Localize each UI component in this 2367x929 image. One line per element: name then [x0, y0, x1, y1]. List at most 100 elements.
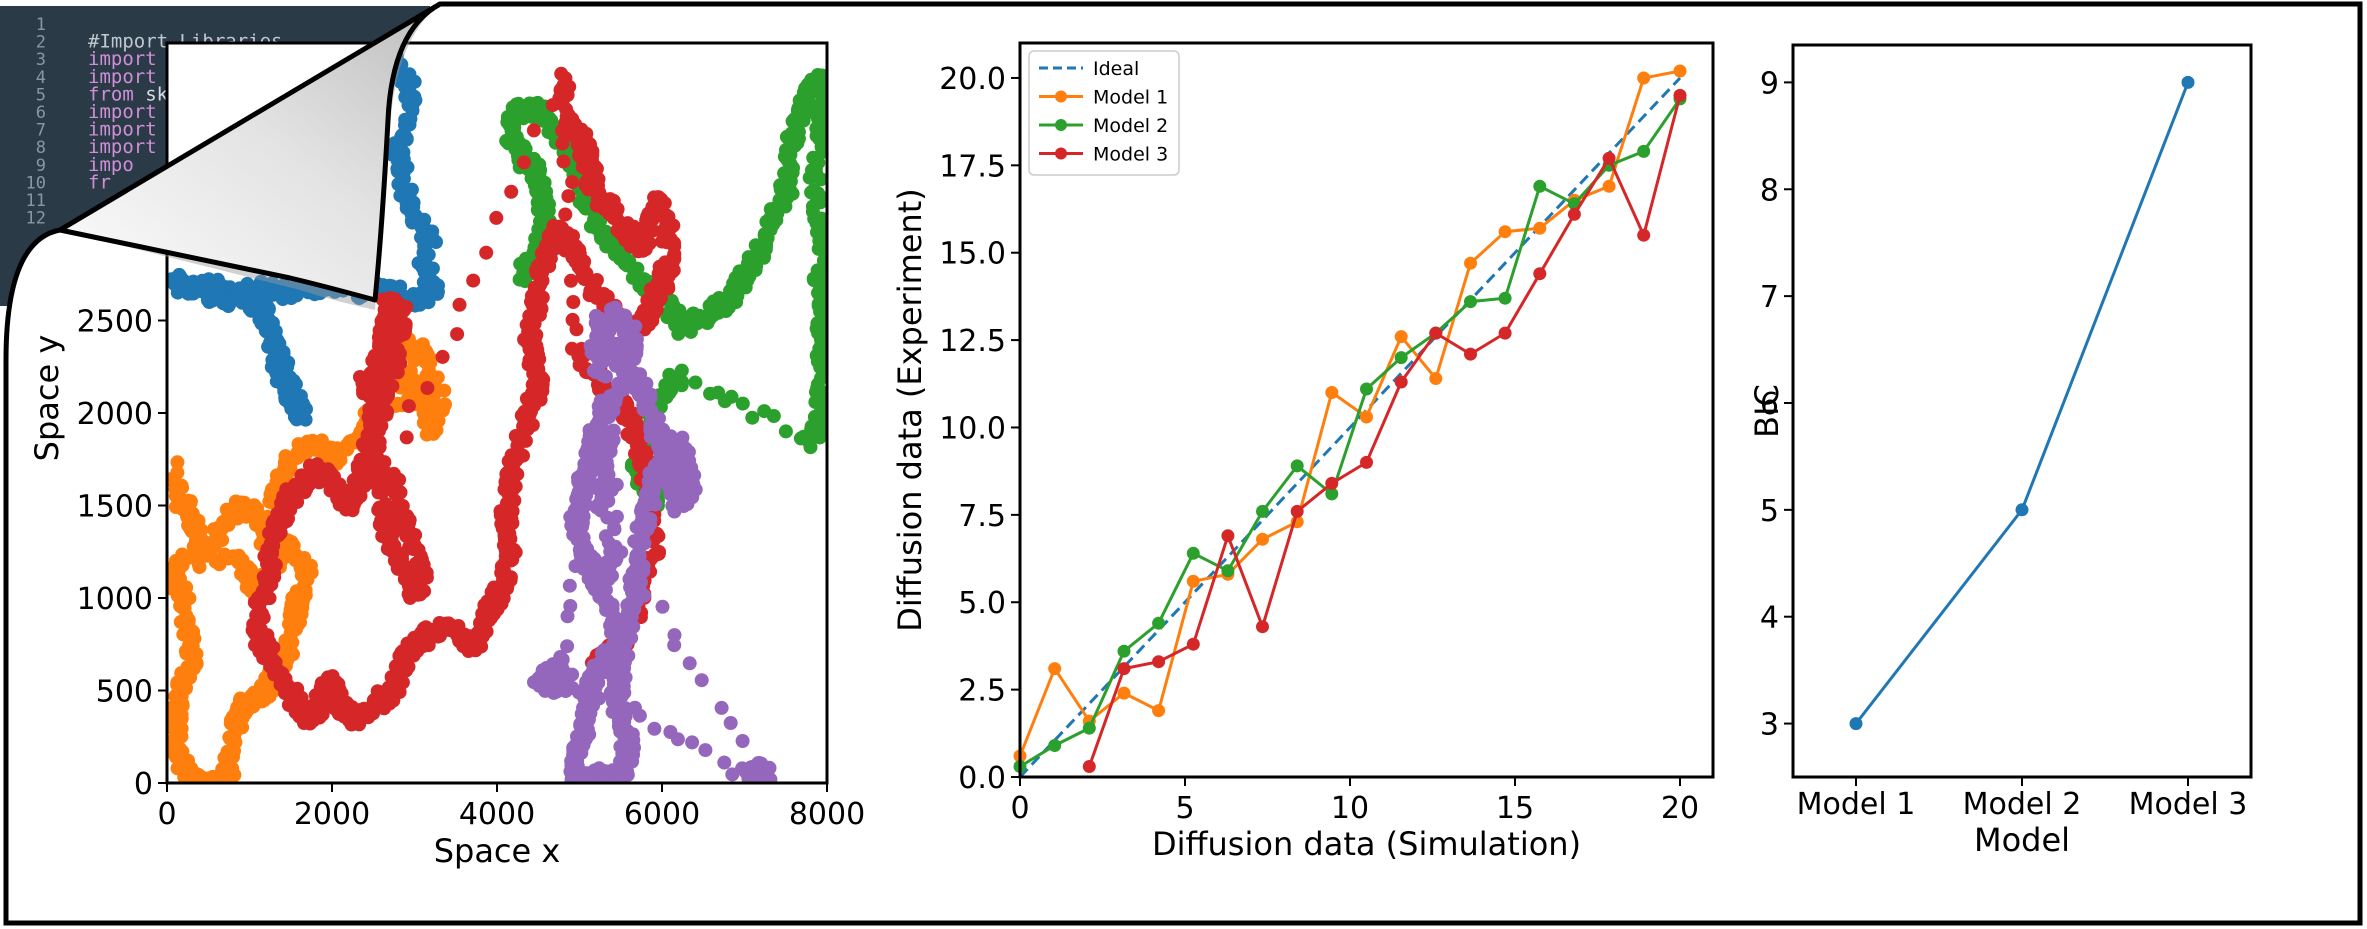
trajectory-point	[284, 545, 299, 560]
trajectory-point	[418, 566, 433, 581]
plot-frame	[1018, 41, 1715, 779]
trajectory-point	[555, 123, 570, 138]
trajectory-point	[589, 365, 604, 379]
series-point	[1186, 574, 1200, 588]
series-point	[1533, 179, 1547, 193]
trajectory-point	[390, 561, 405, 576]
trajectory-point	[479, 245, 494, 260]
trajectory-point	[401, 399, 416, 414]
trajectory-point	[637, 588, 652, 603]
trajectory-point	[628, 565, 642, 580]
series-point	[1325, 476, 1339, 490]
trajectory-point	[597, 471, 612, 486]
y-tick-label: 5	[1760, 494, 1779, 529]
code-token: import	[88, 101, 157, 123]
y-tick-label: 2.5	[958, 674, 1006, 709]
y-tick-label: 7	[1760, 280, 1779, 315]
trajectory-point	[167, 735, 181, 750]
code-line-number: 12	[26, 209, 46, 229]
trajectory-point	[667, 638, 682, 653]
series-point	[1360, 455, 1373, 469]
trajectory-point	[778, 424, 793, 439]
trajectory-points	[167, 49, 827, 783]
x-tick-label: 0	[1010, 791, 1029, 826]
legend-marker	[1055, 119, 1067, 131]
trajectory-point	[694, 673, 709, 688]
trajectory-point	[420, 247, 435, 262]
series-point	[1394, 375, 1408, 389]
trajectory-point	[593, 416, 607, 431]
code-line-number: 10	[26, 173, 46, 193]
series-point	[1464, 347, 1477, 361]
code-line-number: 1	[36, 15, 46, 35]
trajectory-point	[592, 691, 607, 706]
series-point	[1533, 221, 1547, 235]
x-tick-label: Model 2	[1963, 787, 2082, 822]
series-point	[1673, 64, 1687, 78]
page-curl-flap	[57, 1, 443, 303]
y-tick-label: 10.0	[939, 411, 1006, 446]
series-line	[1018, 76, 1682, 779]
series-point	[1464, 256, 1477, 270]
trajectory-point	[571, 493, 586, 508]
trajectory-point	[685, 735, 700, 750]
y-tick-label: 2000	[77, 397, 153, 432]
trajectory-point	[599, 603, 614, 618]
y-tick-label: 7.5	[958, 499, 1006, 534]
trajectory-point	[647, 721, 662, 736]
trajectory-point	[745, 410, 760, 425]
series-point	[1637, 228, 1651, 242]
trajectory-point	[609, 509, 624, 524]
series-point	[1186, 546, 1200, 560]
series-point	[1567, 207, 1581, 221]
trajectory-point	[560, 639, 575, 654]
legend-marker	[1055, 90, 1067, 103]
y-axis-label: BIC	[1748, 384, 1786, 438]
trajectory-point	[268, 558, 283, 573]
x-tick-label: 15	[1496, 791, 1534, 826]
trajectory-point	[420, 381, 435, 395]
trajectory-point	[171, 485, 186, 500]
series-point	[1152, 616, 1166, 630]
x-tick-label: 0	[157, 797, 176, 832]
trajectory-point	[717, 755, 732, 770]
trajectory-point	[363, 412, 378, 427]
series-point	[1117, 686, 1131, 700]
code-token: import	[88, 66, 157, 88]
y-tick-label: 17.5	[939, 149, 1006, 184]
trajectory-point	[649, 302, 664, 317]
code-token: impo	[88, 154, 134, 176]
y-tick-label: 12.5	[939, 324, 1006, 359]
y-tick-label: 500	[96, 675, 153, 710]
series-point	[1325, 386, 1339, 399]
trajectory-point	[517, 155, 531, 170]
series-point	[1602, 151, 1616, 165]
series-point	[1256, 620, 1269, 634]
bic-point	[1849, 717, 1863, 731]
y-axis-label: Space y	[28, 335, 66, 462]
trajectory-point	[642, 236, 657, 251]
trajectory-point	[666, 218, 681, 233]
trajectory-point	[629, 267, 644, 282]
trajectory-point	[568, 559, 583, 574]
y-tick-label: 15.0	[939, 237, 1006, 272]
trajectory-point	[805, 199, 820, 214]
trajectory-point	[565, 249, 580, 264]
series-point	[1429, 326, 1443, 340]
trajectory-point	[504, 184, 519, 199]
trajectory-point	[269, 359, 284, 374]
code-line-number: 8	[36, 138, 46, 158]
trajectory-point	[189, 655, 204, 670]
code-line-number: 3	[36, 50, 46, 70]
legend-box	[1028, 50, 1180, 176]
series-point	[1533, 267, 1547, 281]
trajectory-point	[295, 600, 310, 615]
trajectory-point	[489, 210, 504, 225]
trajectory-point	[593, 393, 608, 408]
trajectory-point	[735, 396, 750, 411]
series-point	[1673, 88, 1687, 102]
trajectory-point	[280, 359, 295, 374]
trajectory-point	[248, 638, 262, 653]
code-line-number: 4	[36, 68, 46, 88]
